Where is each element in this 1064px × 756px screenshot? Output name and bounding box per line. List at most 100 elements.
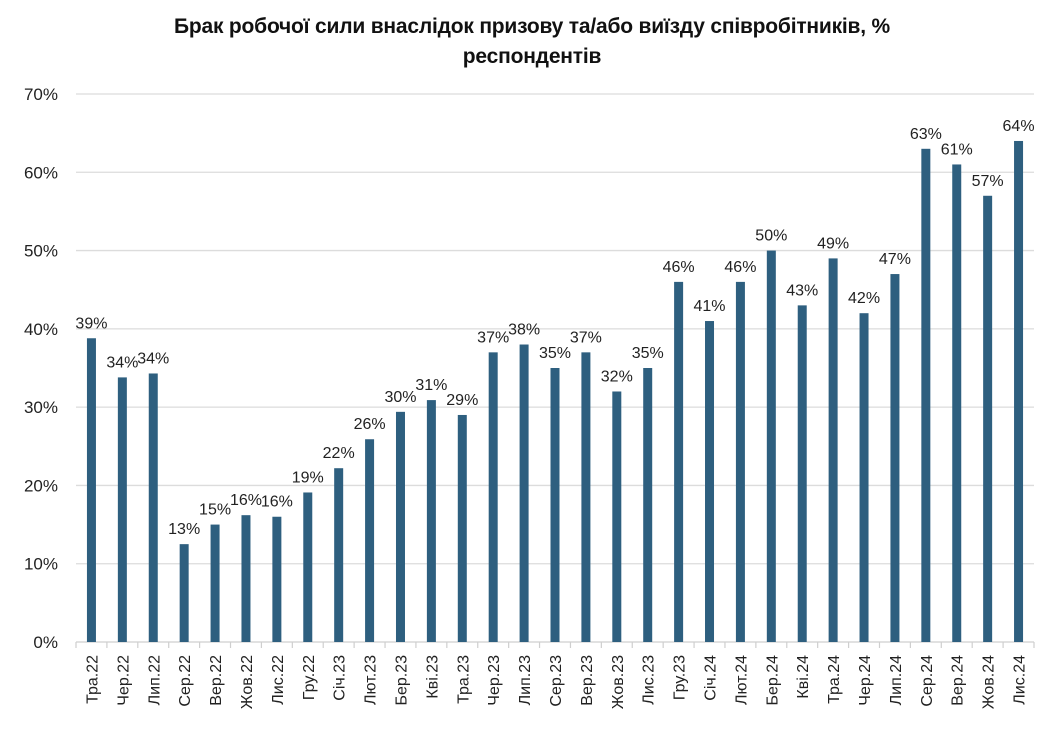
- bar: [148, 373, 158, 642]
- x-tick-label: Гру.23: [672, 655, 689, 700]
- x-tick-label: Жов.22: [239, 655, 256, 709]
- x-tick-label: Січ.23: [332, 655, 349, 701]
- x-tick-label: Лип.22: [146, 655, 163, 705]
- x-tick-label: Вер.24: [950, 655, 967, 706]
- data-label: 35%: [539, 345, 571, 362]
- data-label: 39%: [75, 315, 107, 332]
- data-label: 37%: [570, 329, 602, 346]
- bar: [488, 352, 498, 642]
- x-tick-label: Лис.23: [641, 655, 658, 705]
- data-label: 19%: [292, 469, 324, 486]
- bar: [210, 524, 220, 642]
- y-tick-label: 60%: [24, 163, 58, 182]
- bar: [519, 344, 529, 642]
- x-axis: Тра.22 Чер.22 Лип.22 Сер.22 Вер.22 Жов.22 Лис.…: [75, 642, 1035, 709]
- bar: [921, 148, 931, 643]
- x-tick-label: Лют.24: [733, 655, 750, 705]
- x-tick-label: Лип.24: [888, 655, 905, 705]
- bar: [797, 305, 807, 642]
- y-tick-label: 50%: [24, 242, 58, 261]
- x-tick-label: Гру.22: [301, 655, 318, 700]
- data-label: 37%: [477, 329, 509, 346]
- bar: [365, 439, 375, 642]
- data-label: 30%: [384, 389, 416, 406]
- y-tick-label: 70%: [24, 85, 58, 104]
- bar: [241, 515, 251, 642]
- data-label: 31%: [415, 377, 447, 394]
- data-label: 15%: [199, 502, 231, 519]
- data-label: 16%: [261, 494, 293, 511]
- data-label: 50%: [755, 228, 787, 245]
- bar: [1014, 140, 1024, 642]
- x-tick-label: Лип.23: [517, 655, 534, 705]
- data-label: 34%: [106, 354, 138, 371]
- data-label: 16%: [230, 492, 262, 509]
- bar: [890, 274, 900, 642]
- bar: [828, 258, 838, 642]
- bar: [179, 544, 189, 642]
- bar: [859, 313, 869, 642]
- x-tick-label: Чер.22: [115, 655, 132, 706]
- data-label: 13%: [168, 521, 200, 538]
- chart-title-line-2: респондентів: [462, 45, 602, 68]
- x-tick-label: Лис.24: [1012, 655, 1029, 705]
- x-tick-label: Бер.23: [393, 655, 410, 706]
- y-tick-label: 10%: [24, 555, 58, 574]
- data-label: 64%: [1003, 118, 1035, 135]
- x-tick-label: Жов.23: [610, 655, 627, 709]
- bar: [303, 492, 313, 642]
- data-label: 38%: [508, 322, 540, 339]
- x-tick-label: Вер.22: [208, 655, 225, 706]
- data-labels: 39%34%34%13%15%16%16%19%22%26%30%31%29%3…: [75, 118, 1034, 538]
- bar: [86, 338, 96, 642]
- bar: [705, 321, 715, 642]
- data-label: 43%: [786, 282, 818, 299]
- data-label: 26%: [354, 416, 386, 433]
- y-tick-label: 40%: [24, 320, 58, 339]
- chart-title: Брак робочої сили внаслідок призову та/а…: [0, 12, 1064, 72]
- bar: [272, 516, 282, 642]
- data-label: 63%: [910, 126, 942, 143]
- gridlines: [76, 93, 1034, 643]
- x-tick-label: Сер.23: [548, 655, 565, 707]
- x-tick-label: Сер.24: [919, 655, 936, 707]
- bar: [426, 400, 436, 642]
- bar: [581, 352, 591, 642]
- data-label: 29%: [446, 392, 478, 409]
- bar: [735, 281, 745, 642]
- bar: [983, 195, 993, 642]
- x-tick-label: Чер.23: [486, 655, 503, 706]
- x-tick-label: Кві.24: [795, 655, 812, 699]
- bar: [550, 368, 560, 642]
- data-label: 41%: [694, 298, 726, 315]
- data-label: 32%: [601, 368, 633, 385]
- data-label: 47%: [879, 251, 911, 268]
- x-tick-label: Кві.23: [424, 655, 441, 699]
- bar: [674, 281, 684, 642]
- data-label: 42%: [848, 290, 880, 307]
- bar: [766, 250, 776, 643]
- bar: [612, 391, 622, 642]
- data-label: 34%: [137, 350, 169, 367]
- bar: [334, 468, 344, 642]
- data-label: 46%: [724, 259, 756, 276]
- y-tick-label: 0%: [33, 633, 58, 652]
- x-tick-label: Вер.23: [579, 655, 596, 706]
- y-tick-label: 20%: [24, 476, 58, 495]
- y-axis: 0% 10% 20% 30% 40% 50% 60% 70%: [24, 85, 58, 652]
- x-tick-label: Тра.23: [455, 655, 472, 704]
- x-tick-label: Тра.24: [826, 655, 843, 704]
- y-tick-label: 30%: [24, 398, 58, 417]
- bar: [643, 368, 653, 642]
- chart-title-line-1: Брак робочої сили внаслідок призову та/а…: [173, 15, 891, 38]
- bar: [952, 164, 962, 642]
- data-label: 22%: [323, 445, 355, 462]
- bar: [395, 411, 405, 642]
- x-tick-label: Жов.24: [981, 655, 998, 709]
- bars: [86, 140, 1024, 643]
- x-tick-label: Лис.22: [270, 655, 287, 705]
- data-label: 35%: [632, 345, 664, 362]
- data-label: 46%: [663, 259, 695, 276]
- bar: [457, 414, 467, 642]
